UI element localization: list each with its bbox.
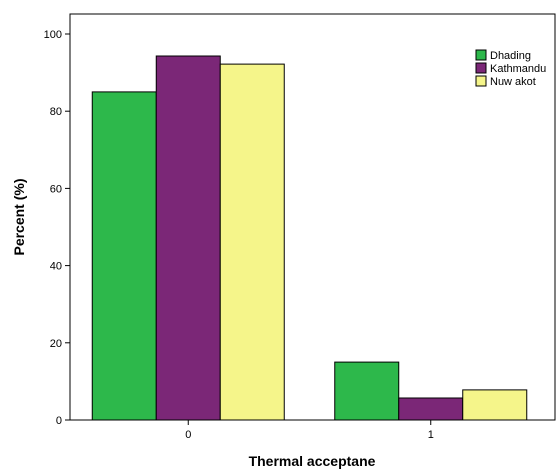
x-tick-label: 1 [428, 429, 434, 441]
legend-swatch [475, 49, 487, 61]
y-tick-label: 80 [50, 106, 62, 118]
bar-dhading-1 [334, 361, 400, 421]
y-tick-label: 60 [50, 183, 62, 195]
bar-kathmandu-1 [398, 397, 464, 421]
y-axis: 0 20 40 60 80 100 [44, 29, 70, 427]
legend-label: Dhading [490, 50, 531, 62]
legend-label: Nuw akot [490, 76, 536, 88]
bar-dhading-0 [91, 91, 157, 421]
legend-label: Kathmandu [490, 63, 546, 75]
legend-swatch [475, 75, 487, 87]
y-tick-label: 20 [50, 338, 62, 350]
bar-nuw-akot-0 [219, 63, 285, 421]
bar-nuw-akot-1 [462, 389, 528, 421]
bar-kathmandu-0 [155, 55, 221, 421]
bars [91, 55, 528, 421]
y-tick-label: 40 [50, 261, 62, 273]
y-tick-label: 0 [56, 415, 62, 427]
legend-swatch [475, 62, 487, 74]
x-axis-title: Thermal acceptane [249, 453, 376, 469]
y-tick-label: 100 [44, 29, 62, 41]
y-axis-title: Percent (%) [11, 178, 27, 255]
x-tick-label: 0 [185, 429, 191, 441]
